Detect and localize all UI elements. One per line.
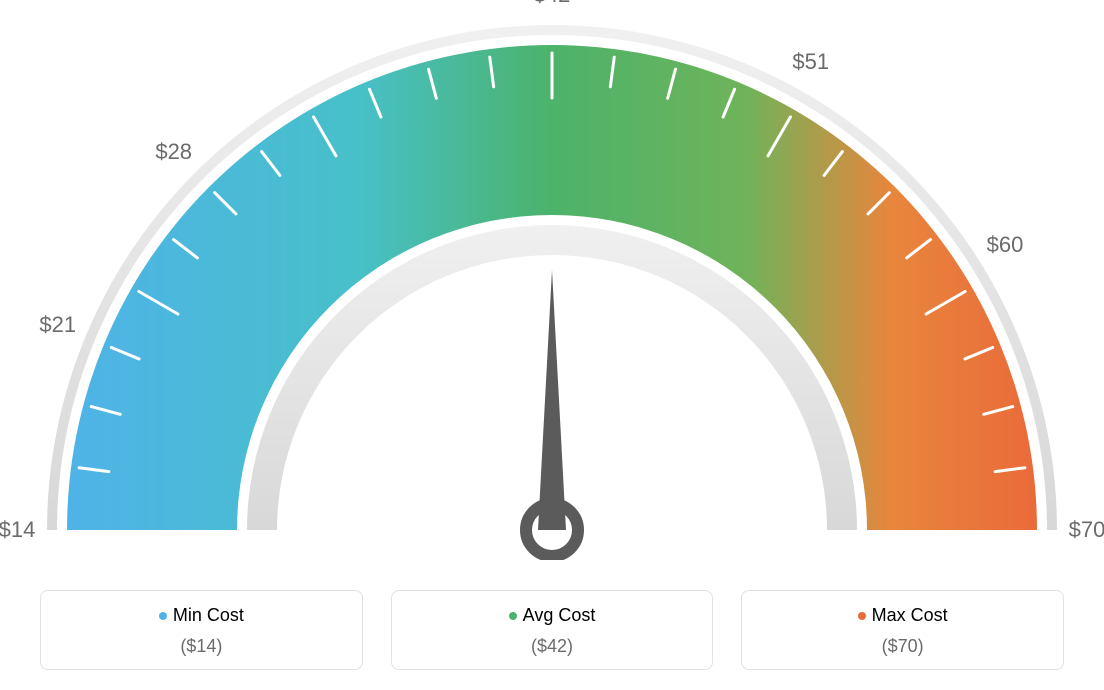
legend-value-min: ($14) [51,636,352,657]
legend-row: Min Cost ($14) Avg Cost ($42) Max Cost (… [40,590,1064,670]
gauge-tick-label: $51 [792,49,829,75]
legend-dot-min [159,612,167,620]
gauge-chart: $14 $21 $28 $42 $51 $60 $70 [0,0,1104,560]
legend-dot-avg [509,612,517,620]
legend-card-avg: Avg Cost ($42) [391,590,714,670]
gauge-tick-label: $70 [1069,517,1104,543]
legend-dot-max [858,612,866,620]
legend-label-min: Min Cost [173,605,244,625]
gauge-tick-label: $14 [0,517,35,543]
legend-card-max: Max Cost ($70) [741,590,1064,670]
legend-value-avg: ($42) [402,636,703,657]
legend-card-min: Min Cost ($14) [40,590,363,670]
legend-title-avg: Avg Cost [402,605,703,626]
legend-label-max: Max Cost [872,605,948,625]
legend-title-min: Min Cost [51,605,352,626]
gauge-tick-label: $28 [155,139,192,165]
gauge-tick-label: $42 [534,0,571,8]
legend-label-avg: Avg Cost [523,605,596,625]
gauge-tick-label: $21 [39,312,76,338]
gauge-tick-label: $60 [987,232,1024,258]
gauge-svg [0,0,1104,560]
legend-value-max: ($70) [752,636,1053,657]
legend-title-max: Max Cost [752,605,1053,626]
